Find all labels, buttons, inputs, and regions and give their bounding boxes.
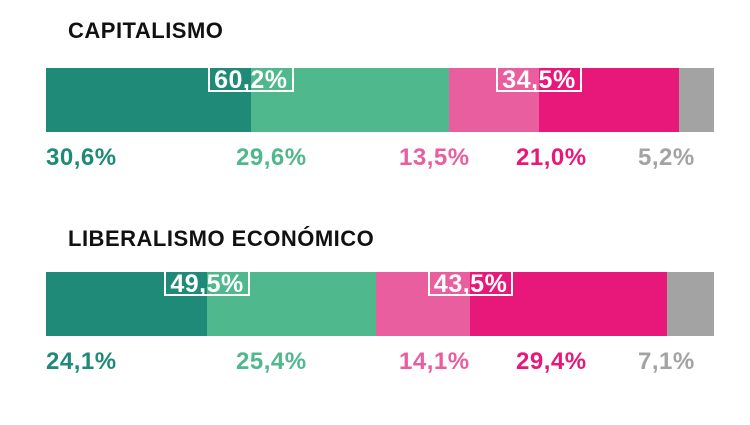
segment-value-label: 13,5% xyxy=(399,144,470,171)
bar-segment xyxy=(448,68,540,132)
group-total-label: 43,5% xyxy=(427,266,514,298)
segment-value-label: 5,2% xyxy=(638,144,695,171)
segment-value-label: 25,4% xyxy=(236,348,307,375)
bar-segment xyxy=(250,68,450,132)
segment-value-label: 30,6% xyxy=(46,144,117,171)
stacked-bar: 24,1% 25,4% 14,1% 29,4% 7,1% 49,5% 43,5% xyxy=(46,266,715,375)
segment-value-label: 24,1% xyxy=(46,348,117,375)
segment-value-label: 21,0% xyxy=(516,144,587,171)
bar-segment xyxy=(46,272,208,336)
segment-value-label: 29,6% xyxy=(236,144,307,171)
bar-segment xyxy=(46,68,252,132)
stacked-bar: 30,6% 29,6% 13,5% 21,0% 5,2% 60,2% 34,5% xyxy=(46,62,715,171)
chart-capitalismo: CAPITALISMO 30,6% 29,6% 13,5% 21,0% 5,2% 60,2… xyxy=(0,0,750,200)
bar-segment xyxy=(679,68,715,132)
chart-title: LIBERALISMO ECONÓMICO xyxy=(68,226,375,251)
group-total-label: 34,5% xyxy=(496,62,582,94)
segment-value-label: 29,4% xyxy=(516,348,587,375)
bar-segment xyxy=(376,272,471,336)
group-total-label: 49,5% xyxy=(164,266,250,298)
segment-value-label: 7,1% xyxy=(638,348,695,375)
bar-segment xyxy=(206,272,377,336)
group-total-label: 60,2% xyxy=(208,62,294,94)
bar-segment xyxy=(470,272,668,336)
segment-value-label: 14,1% xyxy=(399,348,470,375)
bar-segment xyxy=(538,68,680,132)
chart-title: CAPITALISMO xyxy=(68,18,224,43)
bar-segment xyxy=(666,272,715,336)
